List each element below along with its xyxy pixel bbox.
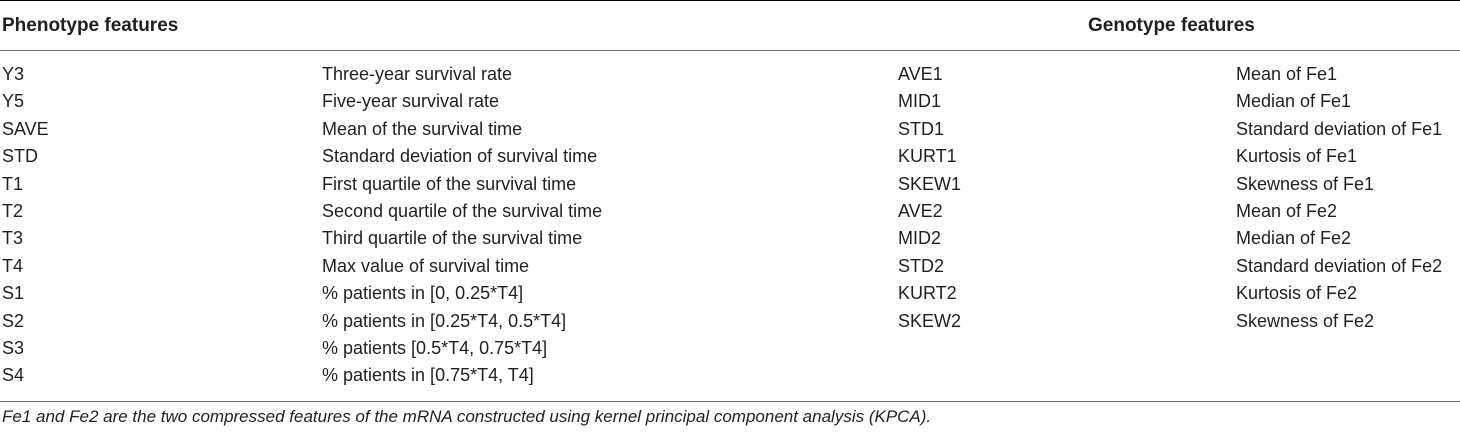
genotype-code: MID2: [898, 228, 942, 249]
genotype-description: Standard deviation of Fe1: [1236, 118, 1443, 139]
table-row: T3 Third quartile of the survival time M…: [0, 225, 1460, 252]
genotype-code: KURT1: [898, 146, 957, 167]
phenotype-description: % patients [0.5*T4, 0.75*T4]: [322, 337, 548, 358]
phenotype-description: Mean of the survival time: [322, 118, 523, 139]
table-footnote: Fe1 and Fe2 are the two compressed featu…: [2, 407, 932, 426]
genotype-description: Kurtosis of Fe2: [1236, 283, 1358, 304]
table-row: Y5 Five-year survival rate MID1 Median o…: [0, 88, 1460, 115]
phenotype-code: S4: [2, 365, 25, 386]
phenotype-code: S2: [2, 310, 25, 331]
genotype-code: AVE2: [898, 200, 943, 221]
genotype-code: MID1: [898, 91, 942, 112]
table-row: S3 % patients [0.5*T4, 0.75*T4]: [0, 335, 1460, 362]
phenotype-description: Second quartile of the survival time: [322, 200, 603, 221]
phenotype-description: Standard deviation of survival time: [322, 146, 598, 167]
phenotype-code: T2: [2, 200, 24, 221]
phenotype-description: % patients in [0.25*T4, 0.5*T4]: [322, 310, 567, 331]
table-row: S2 % patients in [0.25*T4, 0.5*T4] SKEW2…: [0, 308, 1460, 335]
table-row: SAVE Mean of the survival time STD1 Stan…: [0, 116, 1460, 143]
phenotype-code: Y5: [2, 91, 25, 112]
genotype-code: KURT2: [898, 283, 957, 304]
phenotype-code: T4: [2, 255, 24, 276]
phenotype-code: Y3: [2, 64, 25, 84]
header-phenotype-features: Phenotype features: [2, 15, 179, 36]
phenotype-code: T3: [2, 228, 24, 249]
table-row: T1 First quartile of the survival time S…: [0, 171, 1460, 198]
table-row: T4 Max value of survival time STD2 Stand…: [0, 253, 1460, 280]
genotype-description: Skewness of Fe2: [1236, 310, 1375, 331]
phenotype-description: Third quartile of the survival time: [322, 228, 583, 249]
phenotype-description: First quartile of the survival time: [322, 173, 577, 194]
genotype-code: SKEW1: [898, 173, 962, 194]
table-bottom-rule: [0, 401, 1460, 402]
table-row: T2 Second quartile of the survival time …: [0, 198, 1460, 225]
phenotype-code: SAVE: [2, 118, 49, 139]
phenotype-description: Five-year survival rate: [322, 91, 500, 112]
phenotype-code: S1: [2, 283, 25, 304]
genotype-description: Standard deviation of Fe2: [1236, 255, 1443, 276]
phenotype-description: Three-year survival rate: [322, 64, 513, 84]
table-row: Y3 Three-year survival rate AVE1 Mean of…: [0, 61, 1460, 88]
table-row: S4 % patients in [0.75*T4, T4]: [0, 362, 1460, 389]
phenotype-code: STD: [2, 146, 38, 167]
phenotype-description: Max value of survival time: [322, 255, 530, 276]
table-header-rule: [0, 50, 1460, 51]
phenotype-code: S3: [2, 337, 25, 358]
genotype-description: Mean of Fe2: [1236, 200, 1338, 221]
genotype-description: Median of Fe2: [1236, 228, 1352, 249]
genotype-code: STD1: [898, 118, 945, 139]
table-body: Y3 Three-year survival rate AVE1 Mean of…: [0, 61, 1460, 390]
phenotype-code: T1: [2, 173, 24, 194]
header-genotype-features: Genotype features: [1088, 15, 1255, 36]
phenotype-description: % patients in [0.75*T4, T4]: [322, 365, 534, 386]
table-top-rule: [0, 0, 1460, 1]
table-row: S1 % patients in [0, 0.25*T4] KURT2 Kurt…: [0, 280, 1460, 307]
genotype-description: Median of Fe1: [1236, 91, 1352, 112]
genotype-description: Mean of Fe1: [1236, 64, 1338, 84]
table-row: STD Standard deviation of survival time …: [0, 143, 1460, 170]
genotype-code: AVE1: [898, 64, 943, 84]
genotype-description: Skewness of Fe1: [1236, 173, 1375, 194]
genotype-code: STD2: [898, 255, 945, 276]
genotype-code: SKEW2: [898, 310, 962, 331]
phenotype-description: % patients in [0, 0.25*T4]: [322, 283, 524, 304]
genotype-description: Kurtosis of Fe1: [1236, 146, 1358, 167]
